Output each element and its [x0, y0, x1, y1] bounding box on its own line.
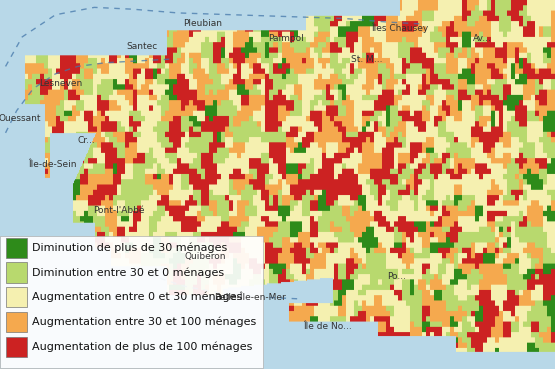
Bar: [6, 312, 27, 332]
Bar: [6, 262, 27, 283]
Text: Ouessant: Ouessant: [0, 114, 41, 123]
Text: Pont-l'Abbé: Pont-l'Abbé: [94, 206, 145, 215]
Bar: [6, 238, 27, 258]
Text: Lesneven: Lesneven: [39, 79, 83, 87]
Text: Augmentation entre 30 et 100 ménages: Augmentation entre 30 et 100 ménages: [32, 317, 256, 327]
Text: Quiberon: Quiberon: [185, 252, 226, 261]
Text: Cr...: Cr...: [77, 136, 95, 145]
Text: Augmentation entre 0 et 30 ménages: Augmentation entre 0 et 30 ménages: [32, 292, 243, 303]
Text: Po...: Po...: [387, 272, 406, 281]
Text: Paimpol: Paimpol: [268, 34, 304, 43]
Text: Diminution de plus de 30 ménages: Diminution de plus de 30 ménages: [32, 242, 228, 253]
Text: St. M...: St. M...: [351, 55, 382, 63]
Text: Île-de-Sein: Île-de-Sein: [28, 160, 77, 169]
FancyBboxPatch shape: [0, 236, 263, 368]
Text: Av...: Av...: [473, 34, 492, 43]
Text: Pleubian: Pleubian: [183, 20, 222, 28]
Text: Augmentation de plus de 100 ménages: Augmentation de plus de 100 ménages: [32, 341, 253, 352]
Bar: [6, 337, 27, 357]
Text: Santec: Santec: [126, 42, 157, 51]
Text: Belle-Île-en-Mer: Belle-Île-en-Mer: [214, 293, 286, 301]
Text: Île de No...: Île de No...: [303, 322, 352, 331]
Bar: [6, 287, 27, 307]
Text: Îles Chausey: Îles Chausey: [371, 23, 428, 33]
Text: Diminution entre 30 et 0 ménages: Diminution entre 30 et 0 ménages: [32, 267, 224, 278]
